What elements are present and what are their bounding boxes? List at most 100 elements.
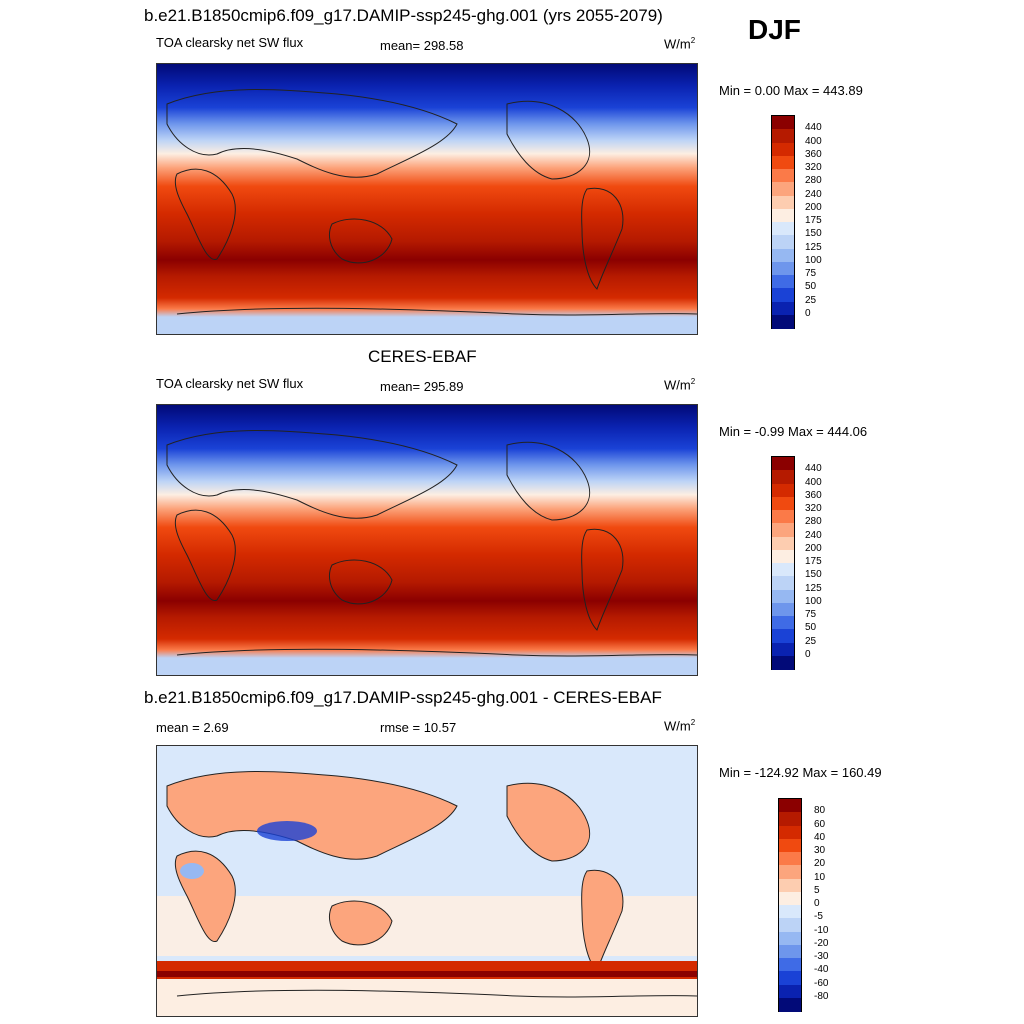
panel2-colorbar-tick-label: 360 bbox=[805, 489, 822, 501]
panel2-colorbar-tick-label: 175 bbox=[805, 556, 822, 567]
panel3-colorbar-tick-label: 80 bbox=[814, 805, 826, 817]
panel1-colorbar-tick-label: 280 bbox=[805, 175, 822, 187]
panel1-colorbar-swatch bbox=[772, 208, 794, 223]
panel1-colorbar-swatch bbox=[772, 261, 794, 276]
panel3-colorbar-swatch bbox=[779, 931, 801, 946]
panel2-colorbar-swatch bbox=[772, 470, 794, 484]
panel1-colorbar-swatch bbox=[772, 169, 794, 183]
panel1-colorbar-swatch bbox=[772, 155, 794, 170]
panel3-colorbar-tick-label: -20 bbox=[814, 937, 829, 949]
panel3-colorbar-tick-label: -40 bbox=[814, 964, 829, 976]
panel3-colorbar-swatch bbox=[779, 799, 801, 813]
panel2-colorbar-swatch bbox=[772, 457, 794, 471]
panel3-colorbar-swatch bbox=[779, 905, 801, 919]
panel3-colorbar-tick-label: -80 bbox=[814, 990, 829, 1002]
panel2-colorbar-tick-label: 75 bbox=[805, 609, 817, 620]
panel1-colorbar-tick-label: 125 bbox=[805, 241, 822, 253]
panel3-colorbar-swatch bbox=[779, 958, 801, 972]
panel3-colorbar-tick-label: 0 bbox=[814, 898, 820, 909]
panel3-colorbar-tick-label: 30 bbox=[814, 845, 826, 856]
panel2-map bbox=[156, 404, 698, 676]
panel2-colorbar-tick-label: 50 bbox=[805, 622, 817, 634]
panel3-colorbar-swatch bbox=[779, 812, 801, 826]
panel2-colorbar-swatch bbox=[772, 536, 794, 551]
panel2-colorbar-swatch bbox=[772, 549, 794, 564]
panel2-colorbar-swatch bbox=[772, 563, 794, 577]
panel1-title: b.e21.B1850cmip6.f09_g17.DAMIP-ssp245-gh… bbox=[144, 6, 663, 25]
panel2-colorbar-swatch bbox=[772, 629, 794, 643]
panel2-colorbar-tick-label: 400 bbox=[805, 476, 822, 488]
panel3-colorbar-swatch bbox=[779, 984, 801, 999]
panel3-colorbar-swatch bbox=[779, 891, 801, 906]
panel2-colorbar-tick-label: 0 bbox=[805, 648, 811, 660]
panel3-left-label: mean = 2.69 bbox=[156, 720, 229, 735]
panel3-colorbar-tick-label: 5 bbox=[814, 884, 820, 896]
panel2-colorbar-swatch bbox=[772, 576, 794, 590]
panel2-colorbar-tick-label: 440 bbox=[805, 463, 822, 475]
panel2-colorbar-swatch bbox=[772, 616, 794, 630]
panel1-map bbox=[156, 63, 698, 335]
panel3-colorbar-tick-label: 60 bbox=[814, 818, 826, 830]
panel1-colorbar-tick-label: 400 bbox=[805, 135, 822, 147]
panel2-colorbar-swatch bbox=[772, 483, 794, 498]
panel1-colorbar-swatch bbox=[772, 275, 794, 289]
panel2-colorbar-swatch bbox=[772, 496, 794, 511]
panel1-units: W/m2 bbox=[664, 36, 696, 52]
panel3-colorbar-swatch bbox=[779, 852, 801, 866]
panel1-colorbar-swatch bbox=[772, 301, 794, 316]
panel2-center-label: mean= 295.89 bbox=[380, 379, 464, 394]
panel1-minmax: Min = 0.00 Max = 443.89 bbox=[719, 83, 863, 98]
panel3-colorbar-swatch bbox=[779, 918, 801, 932]
panel2-units: W/m2 bbox=[664, 377, 696, 393]
panel3-colorbar bbox=[778, 798, 802, 1012]
panel1-colorbar-swatch bbox=[772, 248, 794, 263]
panel3-title: b.e21.B1850cmip6.f09_g17.DAMIP-ssp245-gh… bbox=[144, 688, 662, 707]
panel3-colorbar-tick-label: -5 bbox=[814, 911, 823, 923]
panel3-colorbar-tick-label: -10 bbox=[814, 924, 829, 936]
panel1-colorbar-swatch bbox=[772, 222, 794, 236]
panel3-colorbar-tick-label: 40 bbox=[814, 831, 826, 843]
panel3-map bbox=[156, 745, 698, 1017]
panel3-units: W/m2 bbox=[664, 718, 696, 734]
panel1-center-label: mean= 298.58 bbox=[380, 38, 464, 53]
panel1-colorbar-swatch bbox=[772, 142, 794, 157]
panel1-colorbar-swatch bbox=[772, 235, 794, 249]
panel1-colorbar-tick-label: 0 bbox=[805, 307, 811, 319]
panel1-colorbar-tick-label: 175 bbox=[805, 215, 822, 226]
panel3-center-label: rmse = 10.57 bbox=[380, 720, 457, 735]
panel2-colorbar-swatch bbox=[772, 602, 794, 617]
panel3-colorbar-swatch bbox=[779, 971, 801, 985]
panel2-minmax: Min = -0.99 Max = 444.06 bbox=[719, 424, 868, 439]
panel1-colorbar-swatch bbox=[772, 129, 794, 143]
panel2-title: CERES-EBAF bbox=[368, 347, 477, 366]
panel1-colorbar-swatch bbox=[772, 288, 794, 302]
panel1-colorbar-swatch bbox=[772, 182, 794, 196]
panel3-minmax: Min = -124.92 Max = 160.49 bbox=[719, 765, 882, 780]
panel2-colorbar-tick-label: 150 bbox=[805, 569, 822, 581]
panel1-colorbar-tick-label: 240 bbox=[805, 188, 822, 200]
panel2-colorbar-tick-label: 200 bbox=[805, 542, 822, 554]
panel2-colorbar-swatch bbox=[772, 523, 794, 537]
panel2-colorbar-tick-label: 240 bbox=[805, 529, 822, 541]
panel2-colorbar-swatch bbox=[772, 589, 794, 604]
panel1-colorbar-tick-label: 25 bbox=[805, 294, 817, 306]
panel2-colorbar-tick-label: 100 bbox=[805, 595, 822, 607]
panel1-colorbar-tick-label: 50 bbox=[805, 281, 817, 293]
panel1-left-label: TOA clearsky net SW flux bbox=[156, 35, 304, 50]
panel2-colorbar-tick-label: 280 bbox=[805, 516, 822, 528]
panel3-colorbar-tick-label: -30 bbox=[814, 951, 829, 962]
panel2-colorbar-tick-label: 125 bbox=[805, 582, 822, 594]
panel3-colorbar-swatch bbox=[779, 825, 801, 840]
panel3-colorbar-tick-label: 10 bbox=[814, 871, 826, 883]
panel3-colorbar-tick-label: 20 bbox=[814, 858, 826, 870]
panel3-colorbar-swatch bbox=[779, 997, 801, 1012]
panel3-colorbar-tick-label: -60 bbox=[814, 977, 829, 989]
panel1-colorbar bbox=[771, 115, 795, 329]
panel2-colorbar-tick-label: 25 bbox=[805, 635, 817, 647]
panel1-colorbar-tick-label: 200 bbox=[805, 201, 822, 213]
panel2-colorbar-swatch bbox=[772, 510, 794, 524]
panel2-colorbar-swatch bbox=[772, 655, 794, 670]
panel1-colorbar-swatch bbox=[772, 314, 794, 329]
panel1-colorbar-tick-label: 75 bbox=[805, 268, 817, 279]
panel2-left-label: TOA clearsky net SW flux bbox=[156, 376, 304, 391]
